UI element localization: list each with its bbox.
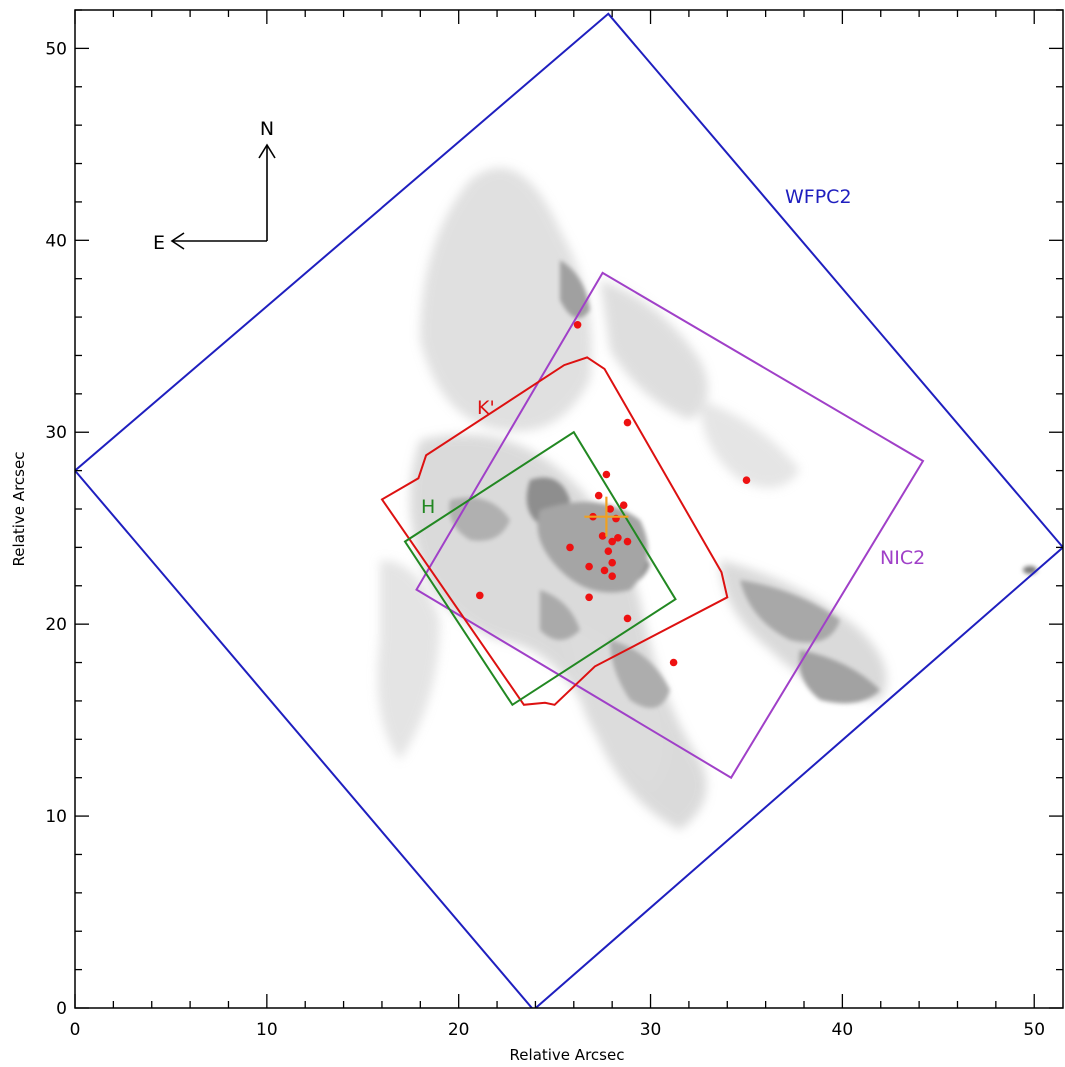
x-tick-label: 20 xyxy=(448,1020,470,1040)
y-tick-label: 0 xyxy=(56,999,67,1019)
x-tick-label: 50 xyxy=(1023,1020,1045,1040)
source-point xyxy=(606,505,614,513)
y-tick-label: 40 xyxy=(45,231,67,251)
label-nic2: NIC2 xyxy=(880,547,925,569)
source-point xyxy=(604,547,613,555)
label-kprime: K' xyxy=(477,397,495,419)
compass-north-arrowhead xyxy=(258,143,276,159)
footprint-h xyxy=(403,430,677,707)
source-point xyxy=(585,562,593,571)
y-tick-label: 50 xyxy=(45,39,67,59)
source-point xyxy=(566,543,574,552)
x-tick-label: 40 xyxy=(832,1020,854,1040)
source-point xyxy=(594,491,603,500)
y-tick-label: 10 xyxy=(45,807,67,827)
y-axis-title: Relative Arcsec xyxy=(10,452,28,567)
source-point xyxy=(600,566,609,575)
label-h: H xyxy=(421,496,435,518)
source-point xyxy=(573,321,582,329)
source-point xyxy=(602,470,611,479)
source-point xyxy=(476,591,484,600)
x-tick-label: 30 xyxy=(640,1020,662,1040)
footprints-layer xyxy=(75,12,1063,1008)
source-point xyxy=(608,558,616,567)
axis-ticks xyxy=(74,9,1063,1009)
label-wfpc2: WFPC2 xyxy=(785,186,852,208)
source-point xyxy=(614,534,622,542)
source-point xyxy=(623,537,632,546)
footprint-kkprime xyxy=(380,356,729,706)
source-point xyxy=(585,593,593,602)
footprint-nic2 xyxy=(415,271,925,780)
source-point xyxy=(608,537,616,546)
axis-tick-labels: 0 10 20 30 40 50 0 10 20 30 40 50 xyxy=(45,39,1045,1040)
footprint-wfpc2 xyxy=(75,12,1063,1008)
compass-east-label: E xyxy=(153,232,165,254)
compass-north-label: N xyxy=(260,118,274,140)
emission-map xyxy=(377,167,1037,830)
source-point xyxy=(742,476,751,485)
x-axis-title: Relative Arcsec xyxy=(510,1046,625,1064)
source-point xyxy=(619,501,628,510)
y-tick-label: 30 xyxy=(45,423,67,443)
source-point xyxy=(598,532,607,540)
center-marker xyxy=(584,496,629,537)
source-point xyxy=(669,658,678,667)
source-point xyxy=(608,572,616,580)
source-point xyxy=(623,418,632,427)
source-point xyxy=(623,614,632,623)
y-tick-label: 20 xyxy=(45,615,67,635)
x-tick-label: 0 xyxy=(70,1020,81,1040)
x-tick-label: 10 xyxy=(256,1020,278,1040)
compass xyxy=(170,143,276,250)
compass-east-arrowhead xyxy=(170,232,185,250)
